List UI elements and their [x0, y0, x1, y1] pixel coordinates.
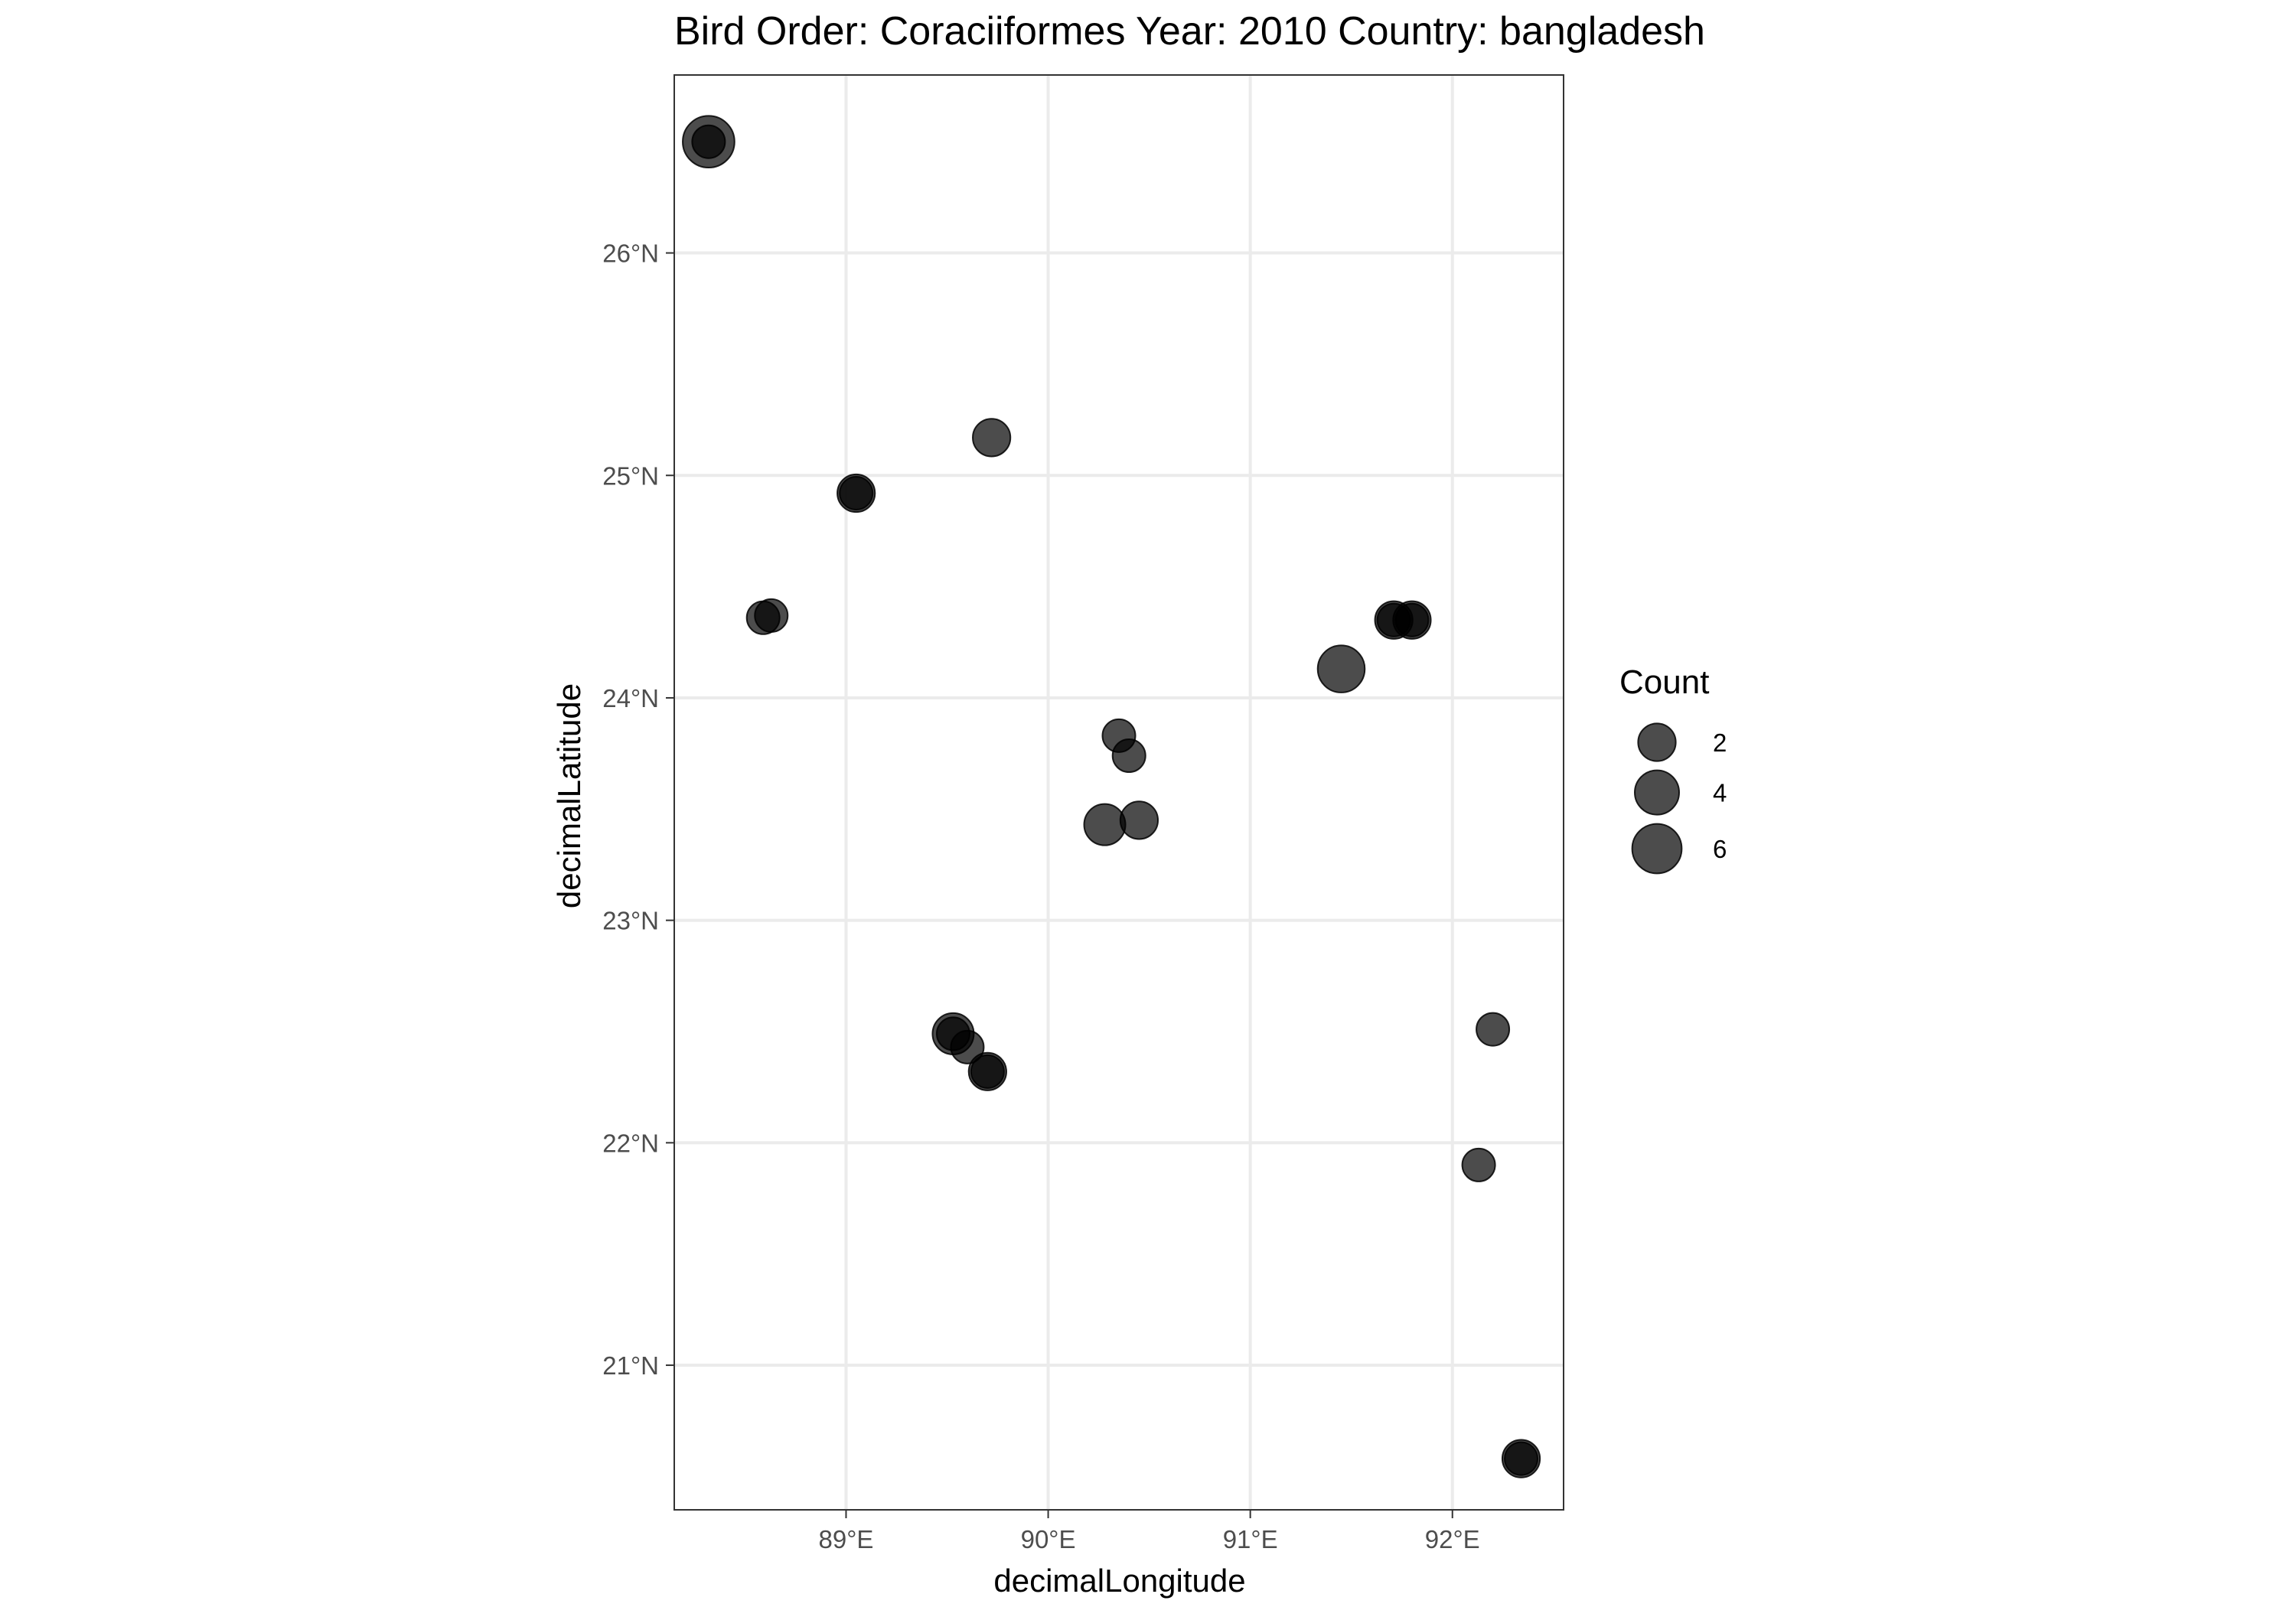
- data-point: [970, 1054, 1005, 1089]
- axes: 89°E 90°E 91°E 92°E 21°N 22°N 23°N 24°N 25°N 26°N: [602, 74, 1564, 1553]
- data-point: [691, 124, 726, 159]
- x-axis-label: decimalLongitude: [993, 1563, 1245, 1599]
- plot-panel: [674, 75, 1564, 1510]
- y-tick-label: 26°N: [602, 240, 659, 268]
- grid-lines: [674, 75, 1564, 1510]
- data-point: [1111, 738, 1146, 774]
- y-axis-label: decimalLatitude: [551, 683, 587, 908]
- size-legend: 2 4 6: [1631, 722, 1727, 875]
- data-point: [839, 476, 874, 511]
- panel-border: [673, 74, 1564, 1511]
- data-point: [1083, 803, 1127, 846]
- legend-key-label: 4: [1713, 779, 1727, 807]
- data-point: [754, 598, 789, 633]
- legend-title: Count: [1619, 663, 1709, 701]
- y-tick-label: 21°N: [602, 1351, 659, 1380]
- legend-key-circle: [1637, 722, 1677, 762]
- y-tick-label: 25°N: [602, 461, 659, 490]
- data-point: [1461, 1147, 1496, 1182]
- y-tick-label: 23°N: [602, 907, 659, 935]
- y-tick-label: 22°N: [602, 1129, 659, 1157]
- x-tick-label: 91°E: [1223, 1525, 1278, 1553]
- data-point: [1476, 1012, 1511, 1047]
- x-tick-label: 90°E: [1021, 1525, 1076, 1553]
- data-point: [1119, 800, 1159, 840]
- legend-key-circle: [1634, 769, 1680, 816]
- data-point: [972, 418, 1012, 458]
- legend-key-label: 2: [1713, 729, 1727, 757]
- chart-title: Bird Order: Coraciiformes Year: 2010 Cou…: [674, 9, 1705, 54]
- data-points: [682, 115, 1541, 1478]
- x-tick-label: 89°E: [819, 1525, 874, 1553]
- legend-key-circle: [1631, 823, 1683, 875]
- y-tick-label: 24°N: [602, 684, 659, 712]
- data-point: [1316, 644, 1366, 693]
- data-point: [950, 1029, 985, 1064]
- data-point: [1394, 602, 1430, 637]
- data-point: [1504, 1441, 1539, 1476]
- x-tick-label: 92°E: [1425, 1525, 1480, 1553]
- legend-key-label: 6: [1713, 835, 1727, 863]
